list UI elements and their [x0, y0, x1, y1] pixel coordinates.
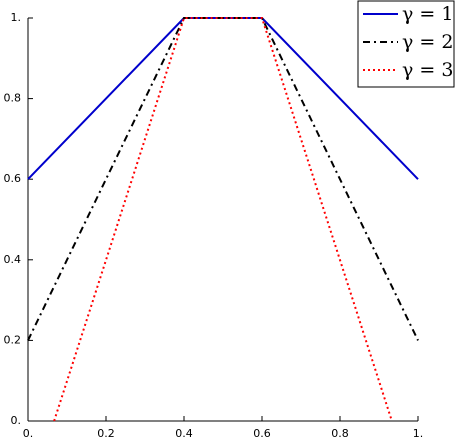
- x-tick-label: 0.8: [331, 427, 349, 440]
- x-tick-label: 0.4: [175, 427, 193, 440]
- legend: γ = 1 γ = 2 γ = 3: [357, 0, 455, 88]
- x-tick-label: 0.6: [253, 427, 271, 440]
- legend-label: γ = 2: [402, 31, 453, 53]
- x-tick-label: 0.2: [97, 427, 115, 440]
- y-tick-label: 1.: [11, 11, 22, 24]
- series-line: [27, 17, 419, 341]
- y-tick-label: 0.2: [4, 333, 22, 346]
- x-tick-label: 1.: [413, 427, 424, 440]
- series-line: [53, 17, 393, 422]
- legend-label: γ = 3: [402, 59, 453, 81]
- legend-label: γ = 1: [402, 3, 453, 25]
- y-tick-label: 0.6: [4, 172, 22, 185]
- x-tick-label: 0.: [23, 427, 34, 440]
- y-tick-label: 0.4: [4, 253, 22, 266]
- y-tick-label: 0.: [11, 414, 22, 427]
- legend-box: [357, 0, 455, 88]
- y-tick-label: 0.8: [4, 92, 22, 105]
